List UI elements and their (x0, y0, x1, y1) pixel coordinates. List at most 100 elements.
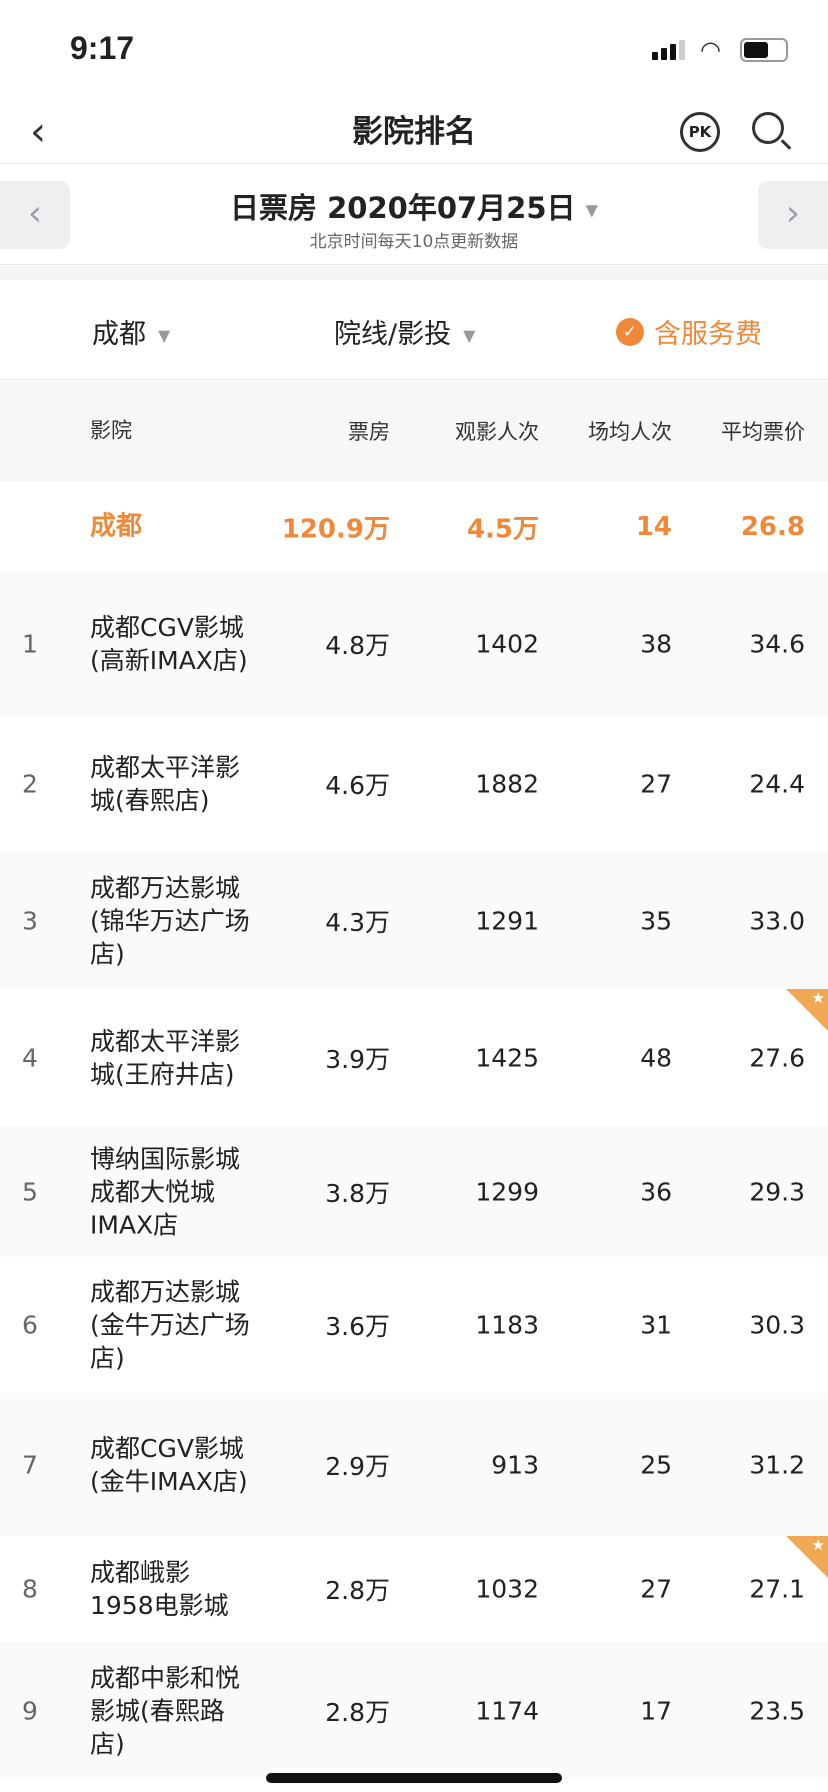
audience: 1402 (475, 629, 539, 659)
box-office: 4.3万 (325, 907, 390, 937)
avg-price: 23.5 (749, 1696, 805, 1725)
back-button[interactable]: ‹ (30, 109, 46, 155)
date-selector: ‹ 日票房 2020年07月25日 ▼ 北京时间每天10点更新数据 › (0, 165, 828, 265)
audience: 1882 (475, 769, 539, 799)
avg-per-show: 17 (640, 1696, 672, 1725)
cinema-name: 成都CGV影城(金牛IMAX店) (90, 1433, 248, 1496)
city-label: 成都 (92, 319, 146, 350)
caret-down-icon: ▼ (463, 326, 476, 345)
divider (0, 266, 828, 280)
box-office: 2.9万 (325, 1451, 390, 1481)
rank: 8 (22, 1574, 38, 1604)
box-office: 4.8万 (325, 631, 390, 660)
table-row[interactable]: 3 成都万达影城(锦华万达广场店) 4.3万 1291 35 33.0 (0, 852, 828, 989)
cinema-name: 成都太平洋影城(王府井店) (90, 1026, 241, 1089)
avg-per-show: 31 (640, 1310, 672, 1340)
header-cinema: 影院 (90, 418, 132, 443)
avg-price: 30.3 (749, 1310, 805, 1340)
prev-day-button[interactable]: ‹ (0, 181, 70, 249)
total-box-office: 120.9万 (281, 514, 390, 544)
audience: 1174 (475, 1696, 539, 1725)
avg-per-show: 36 (640, 1177, 672, 1206)
avg-per-show: 27 (640, 769, 672, 799)
avg-per-show: 38 (640, 629, 672, 659)
battery-icon (740, 38, 788, 62)
avg-price: 31.2 (749, 1450, 805, 1479)
rank: 4 (22, 1043, 38, 1072)
avg-price: 29.3 (749, 1177, 805, 1206)
avg-per-show: 48 (640, 1043, 672, 1072)
total-audience: 4.5万 (466, 514, 539, 544)
status-time: 9:17 (70, 30, 135, 66)
total-avg-price: 26.8 (740, 511, 805, 542)
audience: 1291 (475, 906, 539, 935)
header-avg-per-show[interactable]: 场均人次 (588, 420, 672, 444)
box-office: 2.8万 (325, 1576, 390, 1605)
rank: 2 (22, 769, 38, 799)
status-bar: 9:17 ◠ (0, 0, 828, 100)
date-label: 日票房 2020年07月25日 (230, 191, 576, 225)
cinema-name: 成都峨影1958电影城 (90, 1558, 229, 1620)
update-note: 北京时间每天10点更新数据 (309, 232, 519, 252)
cinema-name: 成都中影和悦影城(春熙路店) (90, 1663, 241, 1758)
table-row[interactable]: 8 成都峨影1958电影城 2.8万 1032 27 27.1 ★ (0, 1536, 828, 1642)
avg-price: 27.1 (749, 1574, 805, 1604)
home-indicator (266, 1773, 562, 1783)
cinema-name: 博纳国际影城成都大悦城IMAX店 (90, 1144, 241, 1239)
caret-down-icon: ▼ (585, 200, 598, 220)
cinema-name: 成都CGV影城(高新IMAX店) (90, 613, 248, 675)
table-header: 影院 票房 观影人次 场均人次 平均票价 (0, 381, 828, 481)
avg-price: 27.6 (749, 1043, 805, 1072)
total-row: 成都 120.9万 4.5万 14 26.8 (0, 481, 828, 572)
city-filter[interactable]: 成都 ▼ (92, 312, 170, 351)
service-fee-toggle[interactable]: ✓ 含服务费 (616, 312, 762, 351)
cinema-name: 成都万达影城(金牛万达广场店) (90, 1277, 250, 1373)
box-office: 3.9万 (325, 1044, 390, 1074)
nav-bar: ‹ 影院排名 PK (0, 100, 828, 164)
audience: 1425 (475, 1043, 539, 1072)
star-badge-icon: ★ (786, 1536, 828, 1578)
audience: 1032 (475, 1574, 539, 1604)
check-icon: ✓ (616, 317, 644, 346)
box-office: 3.8万 (325, 1178, 390, 1208)
header-avg-price[interactable]: 平均票价 (721, 420, 805, 444)
header-box-office[interactable]: 票房 (348, 420, 390, 444)
rank: 9 (22, 1696, 38, 1725)
page-title: 影院排名 (352, 114, 476, 150)
chain-filter[interactable]: 院线/影投 ▼ (334, 312, 475, 351)
rank: 1 (22, 629, 38, 659)
wifi-icon: ◠ (700, 36, 721, 64)
box-office: 4.6万 (325, 771, 390, 800)
rank: 3 (22, 906, 38, 935)
service-fee-label: 含服务费 (654, 319, 762, 350)
total-avg-per-show: 14 (635, 511, 672, 542)
avg-price: 34.6 (749, 629, 805, 659)
table-row[interactable]: 5 博纳国际影城成都大悦城IMAX店 3.8万 1299 36 29.3 (0, 1126, 828, 1257)
rank: 5 (22, 1177, 38, 1206)
pk-button[interactable]: PK (680, 112, 720, 152)
box-office: 3.6万 (325, 1312, 390, 1341)
table-row[interactable]: 7 成都CGV影城(金牛IMAX店) 2.9万 913 25 31.2 (0, 1393, 828, 1536)
chain-label: 院线/影投 (334, 319, 452, 350)
date-dropdown[interactable]: 日票房 2020年07月25日 ▼ (0, 185, 828, 227)
table-row[interactable]: 2 成都太平洋影城(春熙店) 4.6万 1882 27 24.4 (0, 716, 828, 852)
table-row[interactable]: 1 成都CGV影城(高新IMAX店) 4.8万 1402 38 34.6 (0, 572, 828, 716)
cinema-name: 成都万达影城(锦华万达广场店) (90, 873, 250, 968)
header-audience[interactable]: 观影人次 (455, 420, 539, 444)
search-icon[interactable] (752, 112, 784, 144)
audience: 1183 (475, 1310, 539, 1340)
signal-icon (652, 40, 685, 60)
audience: 913 (491, 1450, 539, 1479)
caret-down-icon: ▼ (158, 326, 171, 345)
avg-per-show: 35 (640, 906, 672, 935)
table-row[interactable]: 9 成都中影和悦影城(春熙路店) 2.8万 1174 17 23.5 (0, 1642, 828, 1779)
avg-per-show: 25 (640, 1450, 672, 1479)
next-day-button[interactable]: › (758, 181, 828, 249)
rank: 7 (22, 1450, 38, 1479)
avg-price: 24.4 (749, 769, 805, 799)
cinema-name: 成都太平洋影城(春熙店) (90, 753, 241, 815)
filter-bar: 成都 ▼ 院线/影投 ▼ ✓ 含服务费 (0, 280, 828, 380)
rank: 6 (22, 1310, 38, 1340)
table-row[interactable]: 6 成都万达影城(金牛万达广场店) 3.6万 1183 31 30.3 (0, 1257, 828, 1393)
table-row[interactable]: 4 成都太平洋影城(王府井店) 3.9万 1425 48 27.6 ★ (0, 989, 828, 1126)
